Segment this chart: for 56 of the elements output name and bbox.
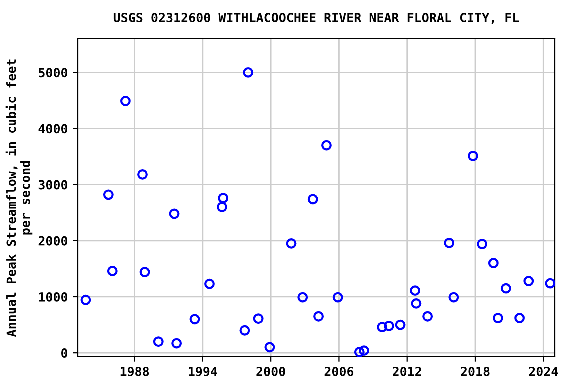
point — [120, 96, 131, 106]
point — [524, 276, 534, 286]
point — [107, 266, 118, 276]
point — [308, 194, 318, 205]
point — [253, 314, 264, 324]
point — [264, 342, 276, 353]
y-tick-label: 0 — [62, 348, 68, 358]
point — [172, 338, 182, 349]
x-tick-label: 1994 — [189, 367, 218, 376]
point — [218, 193, 229, 204]
point — [545, 278, 555, 289]
point — [138, 170, 148, 180]
point — [80, 294, 92, 306]
y-tick-label: 1000 — [39, 292, 68, 302]
point — [384, 320, 394, 332]
point — [488, 258, 499, 269]
x-tick-label: 2012 — [393, 366, 422, 376]
point — [298, 292, 308, 303]
point — [493, 313, 504, 324]
point — [217, 202, 228, 212]
point — [103, 190, 114, 200]
point — [140, 267, 150, 278]
point — [395, 320, 406, 330]
x-tick-label: 2024 — [529, 366, 558, 376]
point — [240, 325, 250, 336]
point — [358, 346, 370, 356]
point — [169, 208, 180, 220]
y-axis-title: Annual Peak Streamflow, in cubic feet per second — [6, 60, 33, 338]
point — [322, 140, 332, 151]
x-tick-label: 2000 — [256, 366, 286, 376]
point — [190, 314, 200, 325]
point — [204, 278, 215, 290]
point — [500, 283, 512, 294]
y-tick-label: 2000 — [38, 236, 68, 246]
y-tick-label: 4000 — [38, 124, 68, 134]
x-tick-label: 1988 — [120, 366, 150, 376]
y-tick-label: 5000 — [39, 68, 68, 78]
point — [377, 322, 388, 332]
point — [477, 239, 488, 250]
point — [410, 286, 421, 296]
point — [411, 298, 422, 309]
chart-title: USGS 02312600 WITHLACOOCHEE RIVER NEAR FLORAL CITY, FL — [114, 13, 520, 24]
point — [514, 313, 526, 324]
point — [444, 238, 455, 248]
point — [354, 347, 365, 357]
point — [332, 292, 344, 303]
point — [468, 151, 478, 162]
x-tick-label: 2006 — [324, 366, 354, 376]
point — [286, 238, 297, 249]
point — [243, 67, 254, 78]
point — [314, 311, 324, 322]
y-tick-label: 3000 — [38, 180, 68, 190]
x-tick-label: 2018 — [461, 366, 490, 376]
point — [422, 311, 434, 322]
point — [153, 336, 164, 348]
point — [448, 292, 460, 303]
